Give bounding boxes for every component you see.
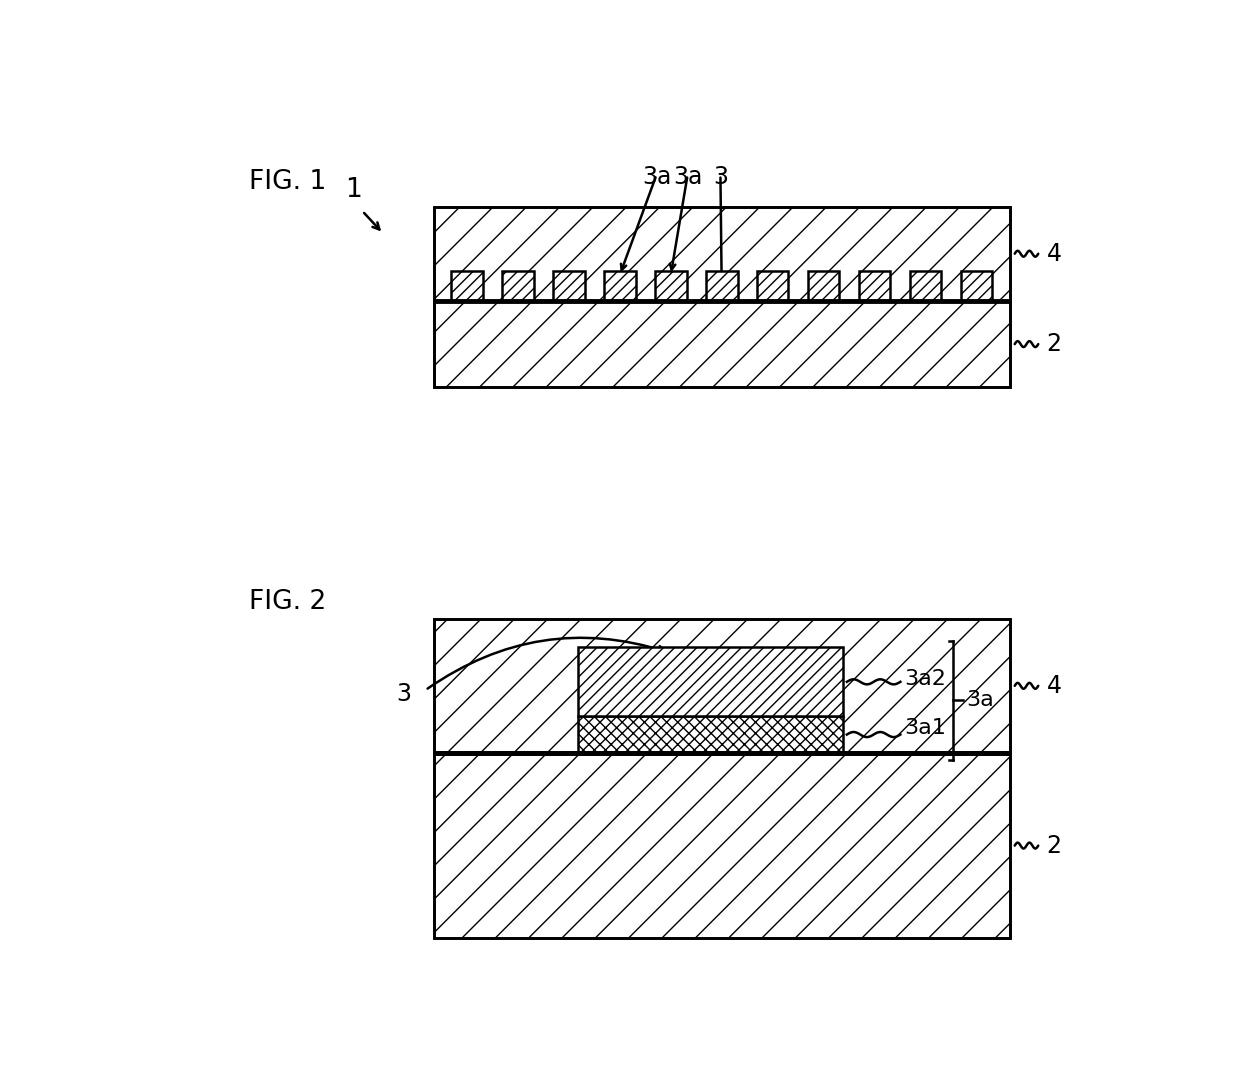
Bar [578, 716, 843, 752]
Bar [434, 206, 1009, 300]
Text: 2: 2 [1047, 833, 1061, 857]
Bar [502, 271, 533, 300]
Text: 3a1: 3a1 [904, 719, 946, 738]
Bar [655, 271, 687, 300]
Text: 4: 4 [1047, 241, 1061, 265]
Text: 3a2: 3a2 [904, 669, 946, 689]
Bar [706, 271, 738, 300]
Bar [578, 648, 843, 716]
Bar [451, 271, 482, 300]
Bar [434, 619, 1009, 938]
Text: FIG. 1: FIG. 1 [249, 169, 326, 194]
Text: 3: 3 [713, 165, 728, 189]
Text: 2: 2 [1047, 332, 1061, 356]
Bar [434, 206, 1009, 388]
Bar [604, 271, 636, 300]
Bar [859, 271, 890, 300]
Bar [756, 271, 789, 300]
Bar [553, 271, 584, 300]
Bar [961, 271, 992, 300]
Text: 3a: 3a [642, 165, 671, 189]
Text: FIG. 2: FIG. 2 [249, 590, 326, 615]
Bar [434, 619, 1009, 752]
Bar [910, 271, 941, 300]
Bar [807, 271, 839, 300]
Bar [434, 300, 1009, 388]
Text: 3: 3 [396, 682, 410, 707]
Text: 3a: 3a [673, 165, 702, 189]
Text: 1: 1 [346, 177, 362, 202]
Text: 4: 4 [1047, 674, 1061, 698]
Bar [434, 752, 1009, 938]
Text: 3a: 3a [966, 690, 993, 710]
